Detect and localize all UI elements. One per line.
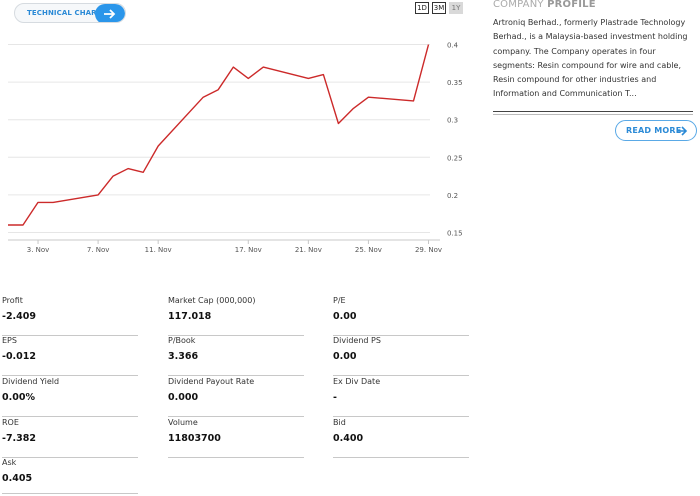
stat-value: 3.366 bbox=[168, 351, 199, 362]
stat-pbook: P/Book 3.366 bbox=[168, 336, 304, 376]
y-tick-label: 0.35 bbox=[447, 79, 463, 87]
stat-value: 0.00% bbox=[2, 392, 35, 403]
x-tick-label: 21. Nov bbox=[295, 246, 322, 254]
divider bbox=[493, 111, 693, 112]
read-more-button[interactable]: READ MORE bbox=[615, 120, 697, 141]
x-tick-label: 29. Nov bbox=[415, 246, 442, 254]
range-1y-button[interactable]: 1Y bbox=[449, 2, 463, 14]
stat-value: -7.382 bbox=[2, 433, 36, 444]
company-profile-title-bold: PROFILE bbox=[547, 0, 596, 10]
stat-label: Bid bbox=[333, 418, 346, 427]
stat-value: -0.012 bbox=[2, 351, 36, 362]
stat-label: Dividend PS bbox=[333, 336, 381, 345]
stat-label: Dividend Payout Rate bbox=[168, 377, 255, 386]
x-tick-label: 17. Nov bbox=[235, 246, 262, 254]
y-tick-label: 0.25 bbox=[447, 154, 463, 162]
x-tick-label: 3. Nov bbox=[27, 246, 50, 254]
stat-value: 117.018 bbox=[168, 311, 212, 322]
stat-dividend-ps: Dividend PS 0.00 bbox=[333, 336, 469, 376]
stat-value: 0.400 bbox=[333, 433, 364, 444]
arrow-right-icon bbox=[677, 126, 688, 136]
stat-label: P/E bbox=[333, 296, 346, 305]
stat-label: ROE bbox=[2, 418, 19, 427]
range-1d-button[interactable]: 1D bbox=[415, 2, 429, 14]
price-line bbox=[8, 44, 430, 226]
x-tick-label: 11. Nov bbox=[145, 246, 172, 254]
divider bbox=[493, 114, 693, 115]
range-3m-button[interactable]: 3M bbox=[432, 2, 446, 14]
stat-market-cap: Market Cap (000,000) 117.018 bbox=[168, 296, 304, 336]
stat-label: EPS bbox=[2, 336, 17, 345]
company-profile-title: COMPANY PROFILE bbox=[493, 0, 596, 10]
x-tick-label: 7. Nov bbox=[87, 246, 110, 254]
stat-value: 0.000 bbox=[168, 392, 199, 403]
stat-dividend-yield: Dividend Yield 0.00% bbox=[2, 377, 138, 417]
y-tick-label: 0.2 bbox=[447, 192, 458, 200]
stat-profit: Profit -2.409 bbox=[2, 296, 138, 336]
stat-ask: Ask 0.405 bbox=[2, 458, 138, 494]
stat-label: Ex Div Date bbox=[333, 377, 381, 386]
stat-value: 11803700 bbox=[168, 433, 221, 444]
x-tick-label: 25. Nov bbox=[355, 246, 382, 254]
stat-ex-div-date: Ex Div Date - bbox=[333, 377, 469, 417]
stat-eps: EPS -0.012 bbox=[2, 336, 138, 376]
company-profile-title-light: COMPANY bbox=[493, 0, 544, 10]
stat-roe: ROE -7.382 bbox=[2, 418, 138, 458]
stat-label: Volume bbox=[168, 418, 198, 427]
stat-value: 0.405 bbox=[2, 473, 33, 484]
y-tick-label: 0.4 bbox=[447, 42, 459, 50]
stat-value: - bbox=[333, 392, 337, 403]
technical-chart-label: TECHNICAL CHART bbox=[27, 9, 102, 17]
stat-label: P/Book bbox=[168, 336, 196, 345]
stat-volume: Volume 11803700 bbox=[168, 418, 304, 458]
company-profile-description: Artroniq Berhad., formerly Plastrade Tec… bbox=[493, 18, 688, 99]
arrow-right-icon bbox=[95, 4, 125, 22]
stat-label: Ask bbox=[2, 458, 17, 467]
read-more-label: READ MORE bbox=[626, 126, 682, 135]
y-tick-label: 0.3 bbox=[447, 117, 458, 125]
stat-label: Market Cap (000,000) bbox=[168, 296, 256, 305]
stat-value: 0.00 bbox=[333, 351, 357, 362]
stat-label: Dividend Yield bbox=[2, 377, 60, 386]
y-tick-label: 0.15 bbox=[447, 229, 463, 237]
price-chart: 0.4 0.35 0.3 0.25 0.2 0.15 3. Nov 7. Nov 11. Nov… bbox=[8, 42, 463, 254]
stat-pe: P/E 0.00 bbox=[333, 296, 469, 336]
stat-bid: Bid 0.400 bbox=[333, 418, 469, 458]
stat-value: -2.409 bbox=[2, 311, 36, 322]
stat-label: Profit bbox=[2, 296, 23, 305]
stat-dividend-payout: Dividend Payout Rate 0.000 bbox=[168, 377, 304, 417]
stat-value: 0.00 bbox=[333, 311, 357, 322]
technical-chart-button[interactable]: TECHNICAL CHART bbox=[14, 3, 126, 23]
